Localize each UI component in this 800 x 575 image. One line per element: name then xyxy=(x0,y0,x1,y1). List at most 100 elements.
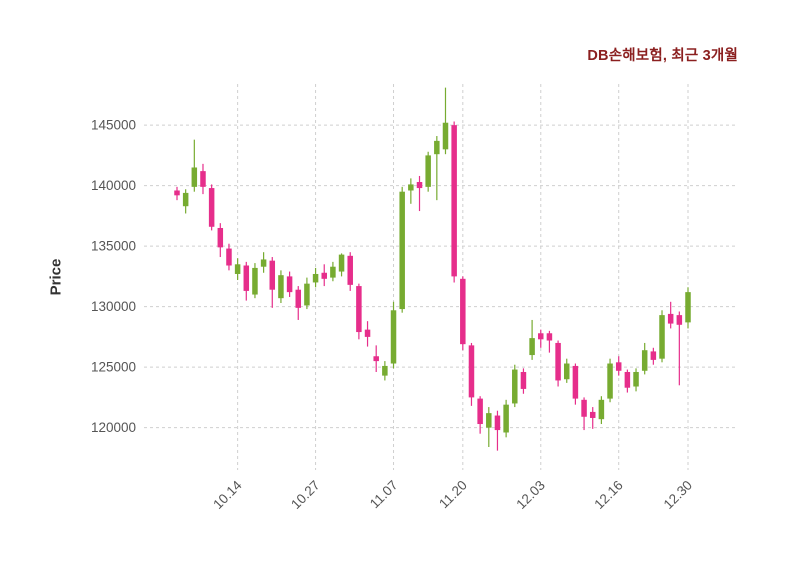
x-axis-ticks: 10.14 10.27 11.07 11.20 12.03 12.16 12.30 xyxy=(210,477,695,512)
candle-body xyxy=(572,365,579,399)
candle-body xyxy=(555,342,561,381)
candle-body xyxy=(312,273,319,283)
candle-body xyxy=(641,350,648,371)
candle xyxy=(373,345,379,372)
candle xyxy=(555,340,561,387)
candle xyxy=(572,363,579,405)
candle xyxy=(364,321,371,347)
candle xyxy=(520,368,527,394)
candle xyxy=(607,358,613,403)
candle-body xyxy=(650,351,657,360)
y-axis-label: Price xyxy=(47,258,65,296)
candle xyxy=(304,277,310,310)
x-tick-label: 11.20 xyxy=(436,478,470,512)
x-tick-label: 10.27 xyxy=(288,478,323,513)
candle-body xyxy=(520,371,527,389)
candle xyxy=(659,310,665,363)
candle-body xyxy=(286,276,293,293)
candle-body xyxy=(685,292,691,323)
candle-body xyxy=(399,191,405,310)
candle-body xyxy=(503,404,509,433)
candle-body xyxy=(563,363,570,380)
y-axis-ticks: 120000 125000 130000 135000 140000 145000 xyxy=(91,118,136,436)
candle xyxy=(468,342,475,406)
candle xyxy=(182,189,189,214)
candle-body xyxy=(581,399,587,417)
candle xyxy=(425,151,431,192)
candle-body xyxy=(208,188,215,227)
candle xyxy=(486,407,492,448)
candle xyxy=(633,368,639,392)
chart-title: DB손해보험, 최근 3개월 xyxy=(587,48,738,64)
candle-body xyxy=(295,289,302,308)
candle xyxy=(217,223,224,258)
candle xyxy=(529,319,535,360)
candle-body xyxy=(330,266,336,278)
candle-body xyxy=(321,272,327,279)
candle xyxy=(382,361,388,381)
x-tick-label: 12.16 xyxy=(591,478,626,513)
candle xyxy=(685,287,691,329)
candle-body xyxy=(416,182,423,189)
candle-body xyxy=(494,415,501,431)
candle-body xyxy=(338,254,345,272)
candle-body xyxy=(442,122,449,150)
candle xyxy=(650,347,657,365)
candle xyxy=(581,397,587,431)
candle xyxy=(330,261,336,282)
candle-body xyxy=(468,345,475,398)
candle-body xyxy=(589,411,596,418)
candle xyxy=(624,369,631,393)
candle-body xyxy=(451,125,457,277)
candle-body xyxy=(659,315,665,359)
candle xyxy=(538,329,544,348)
candle xyxy=(286,271,293,297)
candle xyxy=(641,342,648,375)
candle xyxy=(191,139,198,192)
candle-body xyxy=(624,371,631,388)
candle-body xyxy=(243,265,250,291)
candle-body xyxy=(269,260,276,290)
candle-body xyxy=(373,356,379,362)
candle-body xyxy=(477,398,483,425)
y-tick-label: 140000 xyxy=(91,178,136,193)
candle xyxy=(356,283,362,340)
candle-body xyxy=(252,267,258,295)
candle xyxy=(200,163,206,195)
candle-body xyxy=(278,275,284,299)
candle xyxy=(667,301,674,329)
y-tick-label: 145000 xyxy=(91,118,136,133)
candle xyxy=(598,396,605,425)
candle-body xyxy=(226,248,232,266)
candle-body xyxy=(546,333,553,341)
candle-body xyxy=(234,264,241,274)
candle xyxy=(226,243,232,271)
candle xyxy=(460,276,466,351)
candle-body xyxy=(598,399,605,420)
candle xyxy=(494,410,501,451)
candle xyxy=(278,270,284,304)
candle-body xyxy=(615,362,622,371)
y-tick-label: 135000 xyxy=(91,239,136,254)
y-tick-label: 125000 xyxy=(91,360,136,375)
candle-body xyxy=(304,283,310,306)
candle xyxy=(546,330,553,353)
x-tick-label: 12.03 xyxy=(513,478,548,513)
candle xyxy=(434,136,440,201)
y-tick-label: 120000 xyxy=(91,420,136,435)
candle xyxy=(512,364,518,408)
candle-body xyxy=(390,310,397,364)
candle xyxy=(477,396,483,434)
candle xyxy=(416,175,423,212)
candle xyxy=(503,399,509,438)
candle-body xyxy=(529,338,535,356)
candle-body xyxy=(460,278,466,345)
candle-body xyxy=(512,369,518,404)
candle xyxy=(243,261,250,301)
candle xyxy=(399,186,405,313)
candle xyxy=(312,267,319,288)
candle-body xyxy=(425,155,431,187)
candle xyxy=(563,358,570,383)
